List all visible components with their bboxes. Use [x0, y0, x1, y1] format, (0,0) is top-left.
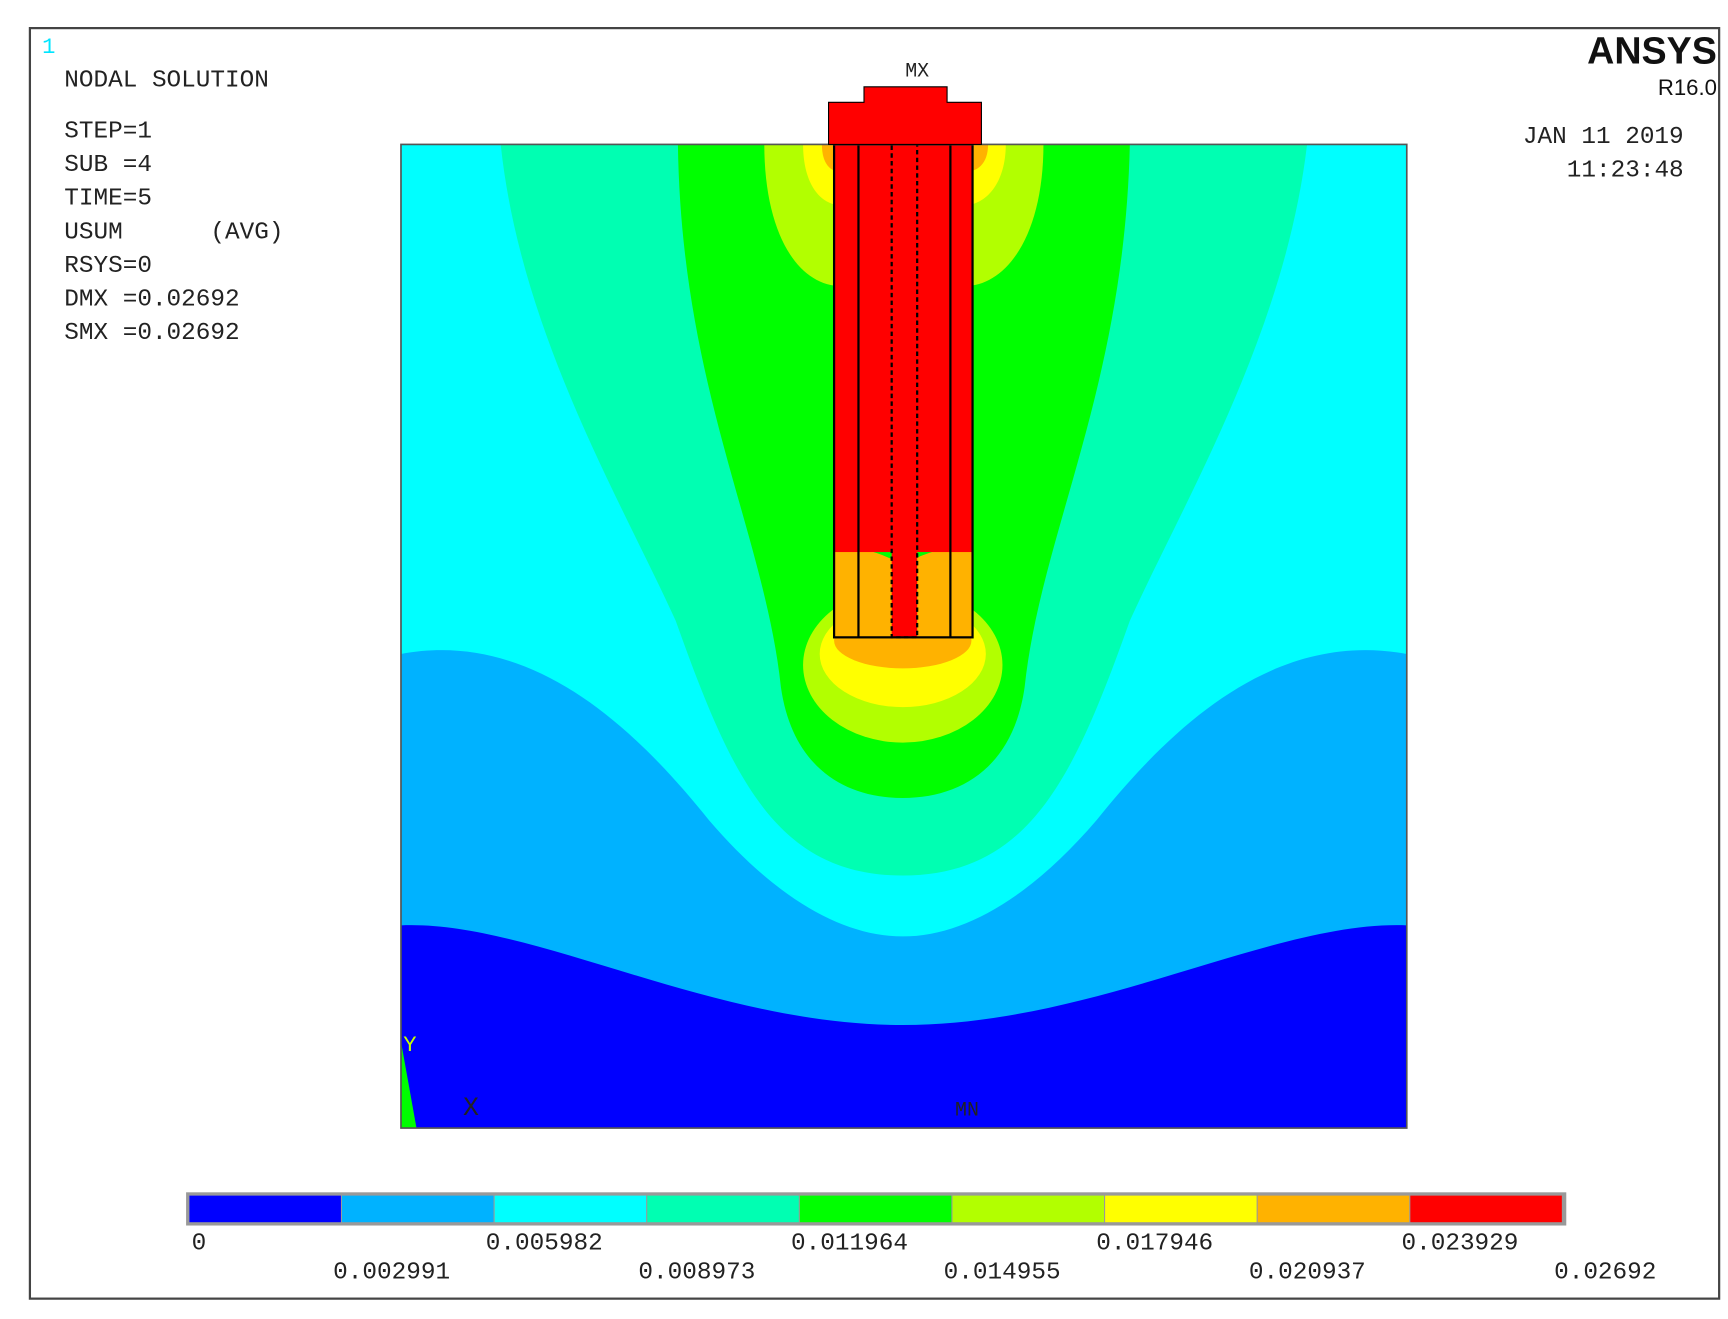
legend-swatch — [189, 1195, 341, 1223]
legend-swatch — [1257, 1195, 1410, 1223]
info-line: USUM (AVG) — [64, 219, 283, 246]
axis-y-label: Y — [403, 1033, 416, 1058]
info-line: RSYS=0 — [64, 253, 152, 280]
legend-swatch — [1410, 1195, 1562, 1223]
legend-level-label: 0.005982 — [486, 1231, 603, 1258]
legend-level-label: 0.002991 — [333, 1259, 450, 1286]
info-line: TIME=5 — [64, 186, 152, 213]
max-marker: MX — [905, 60, 929, 83]
version: R16.0 — [1658, 75, 1717, 100]
legend-swatch — [799, 1195, 952, 1223]
brand: ANSYS — [1587, 30, 1717, 72]
legend-swatch — [1105, 1195, 1257, 1223]
info-title: NODAL SOLUTION — [64, 68, 269, 95]
legend-level-label: 0.020937 — [1249, 1259, 1366, 1286]
pile-outline — [832, 144, 974, 639]
legend-swatch — [342, 1195, 494, 1223]
legend-level-label: 0.017946 — [1096, 1231, 1213, 1258]
legend-swatch — [647, 1195, 799, 1223]
contour-plot: MX MN Y X — [400, 60, 1408, 1129]
info-lines: STEP=1 SUB =4 TIME=5 USUM (AVG) RSYS=0 DMX =0… — [64, 119, 283, 347]
pile-core — [891, 144, 918, 638]
time: 11:23:48 — [1567, 157, 1684, 184]
axis-x-label: X — [463, 1093, 479, 1123]
legend-swatch — [494, 1195, 647, 1223]
legend-level-label: 0.02692 — [1554, 1259, 1656, 1286]
legend-level-label: 0 — [192, 1231, 207, 1258]
legend-level-label: 0.011964 — [791, 1231, 908, 1258]
legend-level-label: 0.023929 — [1401, 1231, 1518, 1258]
legend-level-label: 0.008973 — [638, 1259, 755, 1286]
window-number: 1 — [42, 35, 55, 60]
min-marker: MN — [955, 1099, 979, 1122]
info-line: SUB =4 — [64, 152, 152, 179]
pile-cap — [828, 86, 982, 145]
legend: 0 0.002991 0.005982 0.008973 0.011964 0.01495… — [189, 1195, 1656, 1286]
info-line: DMX =0.02692 — [64, 286, 239, 313]
legend-level-label: 0.014955 — [944, 1259, 1061, 1286]
info-line: STEP=1 — [64, 119, 152, 146]
info-line: SMX =0.02692 — [64, 320, 239, 347]
contour-band — [400, 925, 1407, 1129]
date: JAN 11 2019 — [1523, 124, 1684, 151]
legend-swatch — [952, 1195, 1104, 1223]
